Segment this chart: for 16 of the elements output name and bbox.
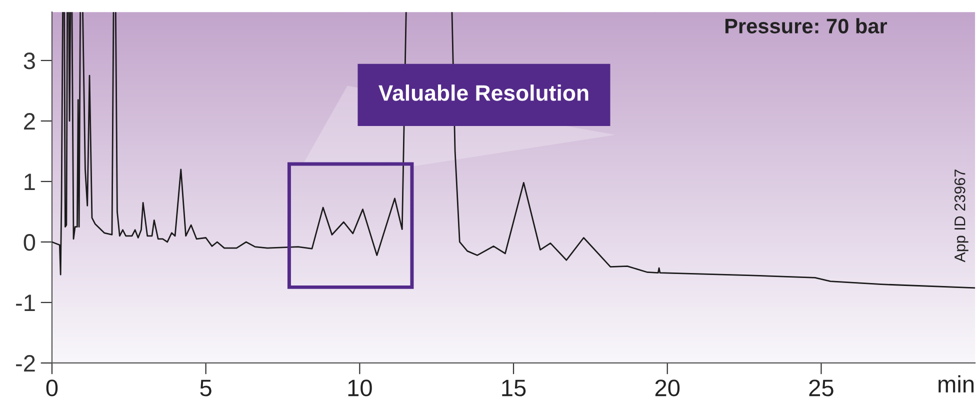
annotation: Valuable Resolution bbox=[378, 84, 588, 101]
x-tick-label: 25 bbox=[809, 380, 834, 396]
x-tick-label: 15 bbox=[502, 380, 526, 396]
annotation: Pressure: 70 bar bbox=[725, 18, 888, 34]
y-tick-label: -2 bbox=[16, 355, 35, 372]
y-tick-label: 2 bbox=[24, 113, 35, 130]
x-tick-label: 10 bbox=[348, 380, 372, 396]
y-tick-label: 3 bbox=[24, 52, 35, 70]
x-tick-label: 0 bbox=[46, 380, 58, 396]
x-tick-label: 5 bbox=[200, 380, 212, 396]
x-axis-title: min bbox=[938, 375, 974, 392]
y-tick-label: 1 bbox=[24, 174, 35, 190]
y-tick-label: 0 bbox=[24, 234, 36, 251]
x-tick-label: 20 bbox=[655, 380, 680, 396]
annotation: App ID 23967 bbox=[954, 170, 968, 262]
y-tick-label: -1 bbox=[16, 294, 35, 312]
